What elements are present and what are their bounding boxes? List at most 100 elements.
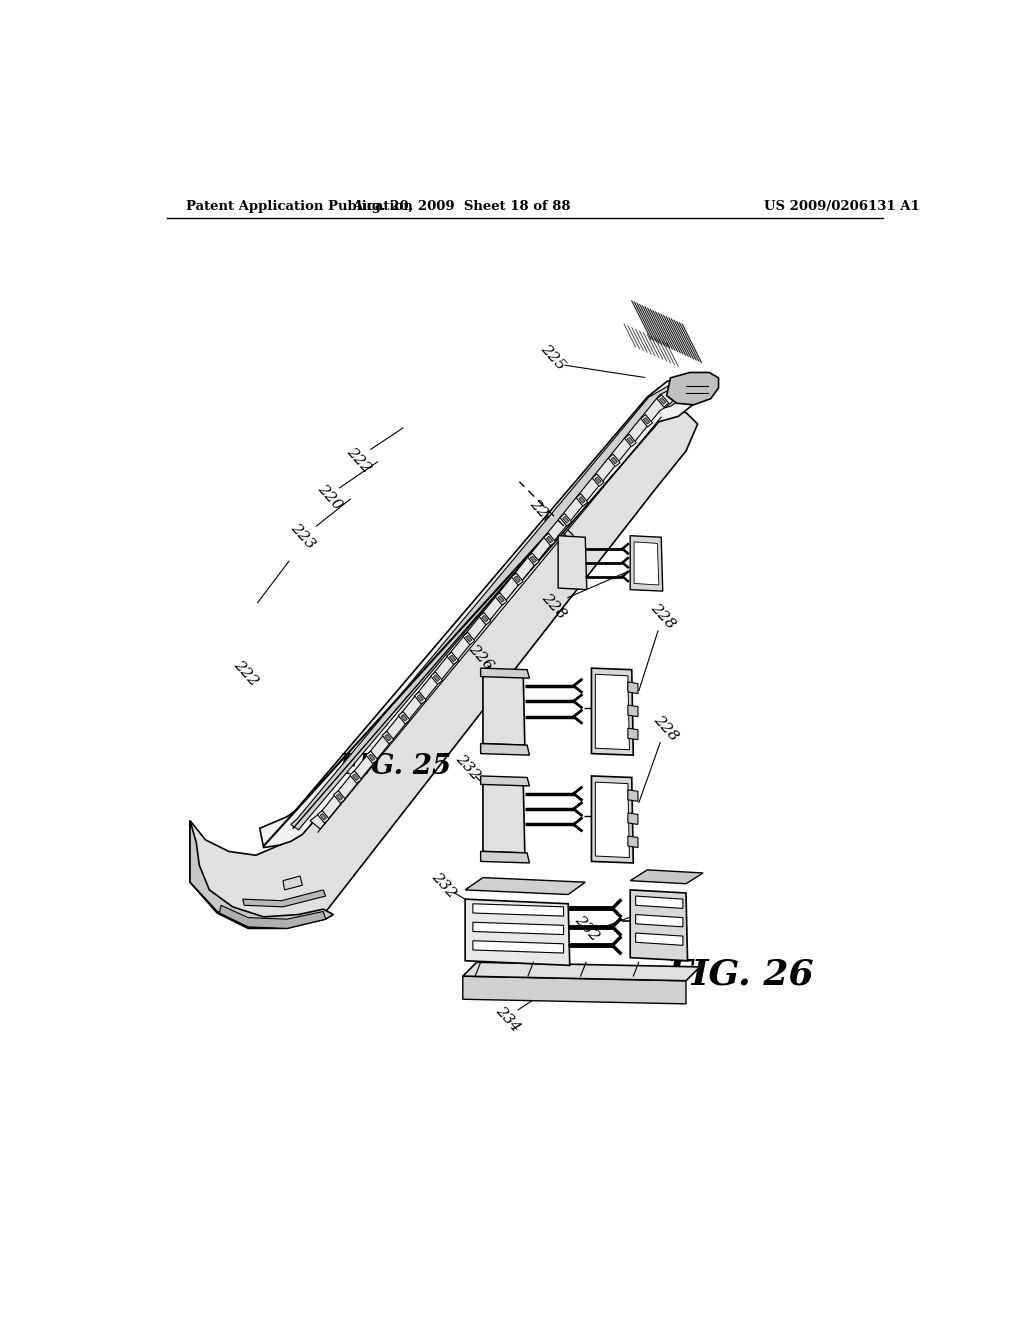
Polygon shape [446, 652, 459, 664]
Polygon shape [579, 496, 585, 503]
Text: 222: 222 [230, 657, 261, 688]
Polygon shape [628, 682, 638, 693]
Polygon shape [473, 923, 563, 935]
Polygon shape [382, 731, 394, 743]
Polygon shape [243, 890, 326, 907]
Polygon shape [628, 789, 638, 801]
Polygon shape [415, 692, 426, 704]
Polygon shape [630, 870, 703, 884]
Polygon shape [592, 776, 633, 863]
Polygon shape [291, 384, 686, 830]
Text: FIG. 26: FIG. 26 [667, 957, 814, 991]
Polygon shape [496, 593, 507, 605]
Polygon shape [463, 962, 700, 981]
Polygon shape [625, 434, 636, 446]
Polygon shape [473, 941, 563, 953]
Polygon shape [431, 672, 442, 684]
Polygon shape [479, 612, 490, 624]
Polygon shape [628, 813, 638, 825]
Polygon shape [465, 899, 569, 965]
Polygon shape [321, 813, 327, 820]
Polygon shape [480, 851, 529, 863]
Polygon shape [630, 536, 663, 591]
Polygon shape [366, 751, 378, 763]
Polygon shape [634, 543, 658, 585]
Polygon shape [595, 675, 630, 750]
Polygon shape [667, 372, 719, 405]
Polygon shape [641, 414, 652, 426]
Text: 234: 234 [493, 1003, 522, 1035]
Polygon shape [334, 791, 345, 803]
Text: 223: 223 [288, 520, 317, 552]
Polygon shape [544, 533, 555, 545]
Polygon shape [628, 437, 634, 444]
Text: 232: 232 [453, 751, 482, 783]
Polygon shape [636, 933, 683, 945]
Polygon shape [465, 878, 586, 895]
Polygon shape [336, 793, 343, 800]
Text: 220: 220 [314, 482, 344, 512]
Text: 228: 228 [540, 591, 569, 622]
Polygon shape [466, 635, 472, 642]
Polygon shape [592, 474, 604, 486]
Polygon shape [463, 632, 474, 644]
Text: Aug. 20, 2009  Sheet 18 of 88: Aug. 20, 2009 Sheet 18 of 88 [352, 199, 570, 213]
Polygon shape [657, 395, 669, 407]
Text: 226: 226 [527, 498, 557, 528]
Polygon shape [483, 673, 524, 744]
Text: 228: 228 [651, 713, 681, 743]
Polygon shape [260, 374, 706, 847]
Polygon shape [283, 876, 302, 890]
Polygon shape [398, 711, 410, 723]
Polygon shape [577, 494, 588, 506]
Polygon shape [385, 734, 391, 741]
Polygon shape [483, 780, 524, 853]
Polygon shape [190, 409, 697, 928]
Text: 222: 222 [344, 445, 374, 475]
Polygon shape [558, 536, 587, 590]
Polygon shape [592, 668, 633, 755]
Polygon shape [480, 743, 529, 755]
Polygon shape [514, 576, 520, 582]
Text: 232: 232 [571, 913, 602, 944]
Polygon shape [611, 457, 617, 463]
Polygon shape [628, 836, 638, 847]
Polygon shape [480, 776, 529, 785]
Text: FIG. 25: FIG. 25 [339, 754, 452, 780]
Text: 232: 232 [429, 870, 459, 900]
Polygon shape [560, 513, 571, 525]
Polygon shape [190, 821, 334, 928]
Polygon shape [463, 977, 686, 1003]
Polygon shape [369, 754, 375, 760]
Polygon shape [481, 615, 488, 622]
Text: 228: 228 [648, 601, 678, 632]
Text: 225: 225 [538, 342, 567, 372]
Polygon shape [547, 536, 553, 543]
Polygon shape [595, 781, 630, 858]
Polygon shape [628, 729, 638, 739]
Polygon shape [417, 694, 424, 701]
Polygon shape [352, 774, 358, 780]
Text: 226: 226 [466, 642, 496, 673]
Polygon shape [450, 655, 456, 661]
Polygon shape [527, 553, 540, 565]
Polygon shape [219, 906, 326, 928]
Polygon shape [628, 705, 638, 717]
Polygon shape [636, 915, 683, 927]
Polygon shape [530, 556, 537, 562]
Polygon shape [643, 417, 650, 424]
Polygon shape [433, 675, 439, 681]
Text: Patent Application Publication: Patent Application Publication [186, 199, 413, 213]
Polygon shape [350, 771, 361, 783]
Polygon shape [310, 389, 678, 829]
Polygon shape [630, 890, 687, 961]
Text: US 2009/0206131 A1: US 2009/0206131 A1 [764, 199, 920, 213]
Polygon shape [595, 477, 601, 483]
Polygon shape [317, 810, 329, 822]
Polygon shape [511, 573, 523, 585]
Polygon shape [480, 668, 529, 678]
Polygon shape [562, 516, 569, 523]
Polygon shape [401, 714, 408, 721]
Polygon shape [498, 595, 504, 602]
Polygon shape [473, 904, 563, 916]
